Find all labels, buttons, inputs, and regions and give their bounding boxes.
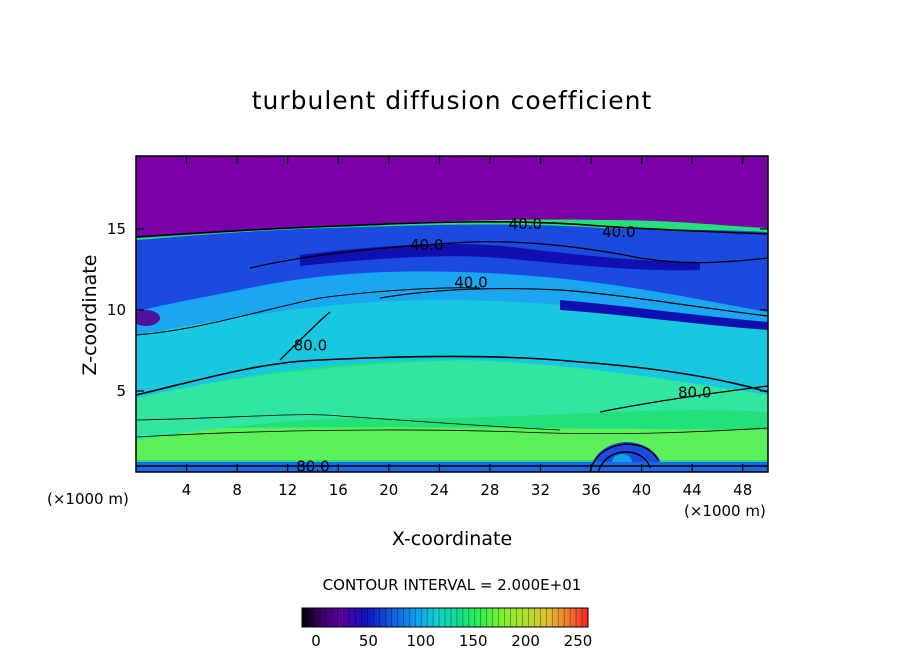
field-layer [136, 156, 768, 472]
plot-frame [135, 155, 769, 473]
contour-convective-2 [597, 451, 651, 472]
x-tick-label: 24 [429, 481, 449, 499]
x-tick-label: 44 [682, 481, 702, 499]
contour-line-80-b [279, 311, 331, 361]
x-unit-label-right: (×1000 m) [684, 502, 766, 520]
y-tick-label: 5 [116, 381, 126, 400]
colorbar-tick-label: 150 [458, 632, 488, 650]
contour-line-100 [136, 427, 768, 438]
colorbar [301, 607, 589, 628]
field-blue-band [136, 224, 768, 312]
contour-convective-1 [589, 443, 659, 472]
contour-line-80-c [599, 385, 768, 413]
y-tick-label: 10 [106, 300, 126, 319]
x-axis-label: X-coordinate [391, 528, 513, 550]
colorbar-tick-label: 200 [511, 632, 540, 650]
contour-line-90 [136, 414, 561, 431]
x-tick-label: 48 [733, 481, 753, 499]
x-unit-label-left: (×1000 m) [47, 490, 129, 508]
tick-marks [136, 156, 768, 472]
contour-label: 40.0 [454, 273, 487, 291]
contour-label: 40.0 [602, 223, 635, 241]
contour-label: 80.0 [294, 337, 327, 355]
field-streak-2 [560, 300, 768, 330]
contour-interval-text: CONTOUR INTERVAL = 2.000E+01 [322, 576, 582, 594]
x-tick-label: 32 [530, 481, 551, 499]
field-upper-purple [136, 156, 768, 238]
x-tick-label: 20 [379, 481, 399, 499]
colorbar-tick-label: 100 [406, 632, 436, 650]
x-tick-label: 16 [328, 481, 348, 499]
x-tick-label: 40 [632, 481, 652, 499]
x-tick-label: 28 [480, 481, 500, 499]
contour-line-40-a [136, 221, 768, 238]
colorbar-tick-label: 250 [563, 632, 593, 650]
field-streak-1 [300, 244, 700, 271]
field-violet-spot [136, 310, 160, 326]
contour-line-80-a [136, 355, 768, 396]
field-cyan-layer [136, 291, 768, 398]
contour-line-40-b [249, 241, 768, 269]
colorbar-tick-label: 0 [311, 632, 321, 650]
colorbar-tick-label: 50 [358, 632, 378, 650]
chart-title: turbulent diffusion coefficient [251, 86, 653, 115]
contour-line-40-c [379, 287, 768, 317]
y-tick-label: 15 [106, 219, 126, 238]
x-tick-label: 4 [181, 481, 192, 499]
contour-label: 80.0 [678, 384, 711, 402]
field-surface-strip [136, 462, 768, 472]
contour-lines [136, 221, 768, 472]
contour-label: 40.0 [410, 236, 443, 254]
contour-label: 80.0 [296, 457, 329, 475]
colorbar-frame [301, 607, 589, 628]
contour-label: 40.0 [509, 215, 542, 233]
contour-line-80-surface [136, 464, 768, 467]
colorbar-stripes [307, 608, 583, 627]
x-tick-label: 12 [278, 481, 298, 499]
x-tick-label: 36 [581, 481, 601, 499]
field-midlevel [136, 360, 768, 440]
x-tick-label: 8 [232, 481, 242, 499]
contour-label-layer: 40.0 40.0 40.0 40.0 80.0 80.0 80.0 [294, 215, 712, 475]
contour-line-60 [136, 287, 481, 336]
